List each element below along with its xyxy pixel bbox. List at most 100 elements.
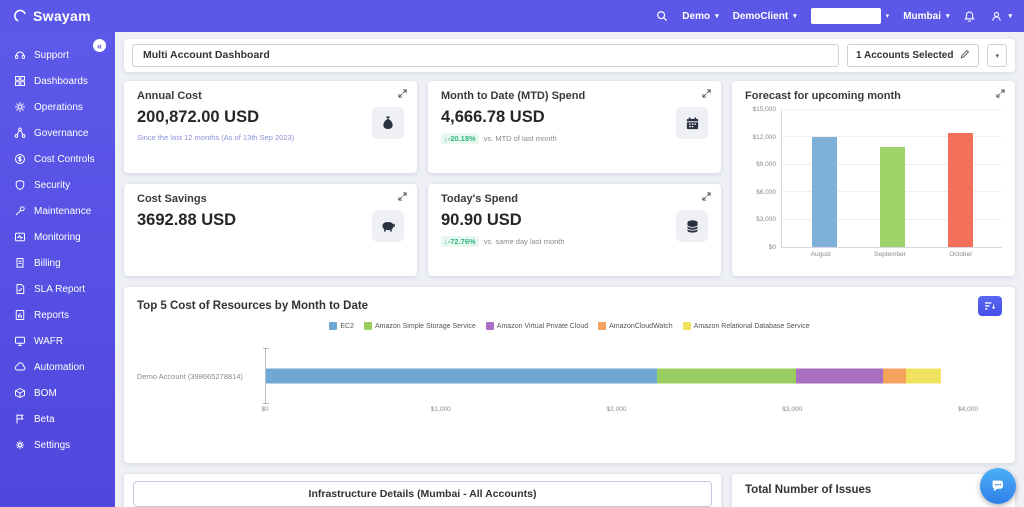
accounts-selected-label: 1 Accounts Selected xyxy=(856,50,953,61)
sidebar-item-monitoring[interactable]: Monitoring xyxy=(0,224,115,250)
delta-row: ↓-20.18% vs. MTD of last month xyxy=(441,133,708,144)
sidebar-item-automation[interactable]: Automation xyxy=(0,354,115,380)
chat-fab-button[interactable] xyxy=(980,468,1016,504)
cost-controls-icon xyxy=(14,153,26,165)
demo-dropdown[interactable]: Demo ▾ xyxy=(682,11,718,22)
brand[interactable]: Swayam xyxy=(12,8,91,24)
legend-item-amazon-virtual-private-cloud[interactable]: Amazon Virtual Private Cloud xyxy=(486,322,588,330)
sidebar-item-maintenance[interactable]: Maintenance xyxy=(0,198,115,224)
legend-item-amazon-simple-storage-service[interactable]: Amazon Simple Storage Service xyxy=(364,322,476,330)
sidebar-item-reports[interactable]: Reports xyxy=(0,302,115,328)
sidebar-item-bom[interactable]: BOM xyxy=(0,380,115,406)
legend-swatch xyxy=(364,322,372,330)
legend-item-amazon-relational-database-service[interactable]: Amazon Relational Database Service xyxy=(683,322,810,330)
forecast-x-tick-label: August xyxy=(811,251,831,260)
region-dropdown-label: Mumbai xyxy=(903,11,941,22)
chevron-down-icon: ▾ xyxy=(715,12,719,20)
sidebar-item-governance[interactable]: Governance xyxy=(0,120,115,146)
accounts-selected-control[interactable]: 1 Accounts Selected xyxy=(847,44,979,67)
edit-pencil-icon[interactable] xyxy=(960,49,970,62)
bottom-row: Infrastructure Details (Mumbai - All Acc… xyxy=(124,474,1015,507)
settings-gear-icon xyxy=(14,439,26,451)
search-icon[interactable] xyxy=(656,10,668,22)
forecast-y-tick-label: $0 xyxy=(769,244,776,251)
legend-item-amazoncloudwatch[interactable]: AmazonCloudWatch xyxy=(598,322,673,330)
expand-icon[interactable] xyxy=(396,87,409,100)
infrastructure-details-card: Infrastructure Details (Mumbai - All Acc… xyxy=(124,474,721,507)
sort-descending-button[interactable] xyxy=(978,296,1002,316)
forecast-card: Forecast for upcoming month $0$3,000$6,0… xyxy=(732,81,1015,276)
sidebar-item-label: Reports xyxy=(34,310,69,321)
stack-segment-amazon-relational-database-service[interactable] xyxy=(906,369,941,384)
sidebar-item-billing[interactable]: Billing xyxy=(0,250,115,276)
sidebar-item-label: Settings xyxy=(34,440,70,451)
main-content: Multi Account Dashboard 1 Accounts Selec… xyxy=(115,32,1024,507)
forecast-chart: $0$3,000$6,000$9,000$12,000$15,000 Augus… xyxy=(745,110,1002,260)
sidebar-item-label: Security xyxy=(34,180,70,191)
chevron-down-icon: ▾ xyxy=(886,12,890,20)
sidebar-item-wafr[interactable]: WAFR xyxy=(0,328,115,354)
sidebar-item-cost-controls[interactable]: Cost Controls xyxy=(0,146,115,172)
account-select[interactable]: ▾ xyxy=(811,8,890,24)
sidebar-item-sla-report[interactable]: SLA Report xyxy=(0,276,115,302)
security-shield-icon xyxy=(14,179,26,191)
stack-segment-ec2[interactable] xyxy=(266,369,657,384)
user-menu[interactable]: ▾ xyxy=(990,10,1012,23)
legend-label: Amazon Simple Storage Service xyxy=(375,323,476,330)
app-root: Swayam Demo ▾ DemoClient ▾ ▾ Mumbai ▾ xyxy=(0,0,1024,507)
chat-bubble-icon xyxy=(989,477,1007,495)
user-icon xyxy=(990,10,1003,23)
client-dropdown[interactable]: DemoClient ▾ xyxy=(733,11,797,22)
stack-segment-amazon-virtual-private-cloud[interactable] xyxy=(796,369,883,384)
stack-segment-amazoncloudwatch[interactable] xyxy=(883,369,906,384)
sidebar-item-label: WAFR xyxy=(34,336,63,347)
top5-x-tick-label: $2,000 xyxy=(607,406,627,413)
calendar-icon xyxy=(676,107,708,139)
forecast-bar-august[interactable] xyxy=(812,137,837,247)
delta-badge: ↓-72.76% xyxy=(441,236,479,247)
legend-swatch xyxy=(683,322,691,330)
total-issues-card: Total Number of Issues xyxy=(732,474,1015,507)
sla-report-icon xyxy=(14,283,26,295)
forecast-x-tick-label: September xyxy=(874,251,906,260)
chevron-down-icon: ▾ xyxy=(1008,12,1012,20)
top5-cost-card: Top 5 Cost of Resources by Month to Date… xyxy=(124,287,1015,463)
sidebar-item-settings[interactable]: Settings xyxy=(0,432,115,458)
expand-icon[interactable] xyxy=(700,190,713,203)
forecast-y-tick-label: $3,000 xyxy=(756,216,776,223)
bom-box-icon xyxy=(14,387,26,399)
forecast-bar-september[interactable] xyxy=(880,147,905,247)
kpi-cards: Annual Cost 200,872.00 USD Since the las… xyxy=(124,81,1015,276)
bell-icon[interactable] xyxy=(963,10,976,23)
forecast-x-axis: AugustSeptemberOctober xyxy=(781,251,1002,260)
card-title: Today's Spend xyxy=(441,193,708,205)
sidebar-item-dashboards[interactable]: Dashboards xyxy=(0,68,115,94)
account-select-box[interactable] xyxy=(811,8,881,24)
sidebar-item-operations[interactable]: Operations xyxy=(0,94,115,120)
top5-category-label: Demo Account (398665278814) xyxy=(137,348,265,404)
page-title: Multi Account Dashboard xyxy=(132,44,839,67)
top5-stacked-bar[interactable] xyxy=(266,369,968,384)
expand-icon[interactable] xyxy=(700,87,713,100)
card-subtitle: Since the last 12 months (As of 13th Sep… xyxy=(137,133,404,142)
sidebar-item-security[interactable]: Security xyxy=(0,172,115,198)
sidebar-item-beta[interactable]: Beta xyxy=(0,406,115,432)
chevron-down-icon: ▾ xyxy=(793,12,797,20)
chevron-down-icon: ▾ xyxy=(995,52,999,60)
sidebar-item-label: BOM xyxy=(34,388,57,399)
automation-cloud-icon xyxy=(14,361,26,373)
sidebar-item-label: Monitoring xyxy=(34,232,81,243)
sidebar-collapse-button[interactable]: « xyxy=(93,39,106,52)
expand-icon[interactable] xyxy=(994,87,1007,100)
expand-icon[interactable] xyxy=(396,190,409,203)
stack-segment-amazon-simple-storage-service[interactable] xyxy=(657,369,796,384)
forecast-bar-october[interactable] xyxy=(948,133,973,247)
accounts-dropdown-button[interactable]: ▾ xyxy=(987,44,1007,67)
sidebar-item-label: SLA Report xyxy=(34,284,85,295)
topbar-controls: Demo ▾ DemoClient ▾ ▾ Mumbai ▾ xyxy=(656,8,1012,24)
top5-legend: EC2 Amazon Simple Storage Service Amazon V… xyxy=(137,322,1002,330)
forecast-gridline xyxy=(782,109,1002,110)
legend-item-ec2[interactable]: EC2 xyxy=(329,322,354,330)
region-dropdown[interactable]: Mumbai ▾ xyxy=(903,11,949,22)
card-title: Month to Date (MTD) Spend xyxy=(441,90,708,102)
